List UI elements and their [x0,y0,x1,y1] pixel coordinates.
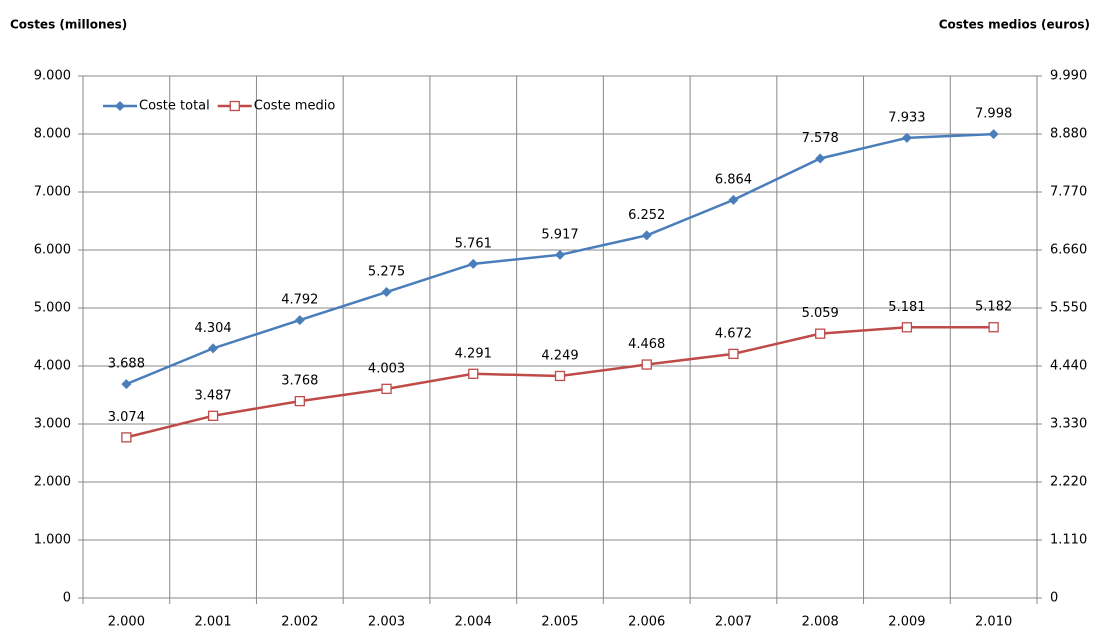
y-tick-label: 0 [63,591,71,606]
point [641,359,652,370]
point [208,343,219,354]
legend-label: Coste total [139,99,210,114]
point [901,132,912,143]
x-tick-label: 2.000 [108,615,145,630]
y-axis-title: Costes (millones) [10,18,127,32]
y2-tick-label: 2.220 [1050,475,1087,490]
point [555,249,565,260]
data-label: 5.275 [368,265,405,280]
x-tick-label: 2.001 [194,615,231,630]
data-label: 5.059 [802,306,839,321]
data-label: 4.304 [194,321,231,336]
y2-tick-label: 0 [1050,591,1058,606]
point [901,322,913,333]
y2-tick-label: 6.660 [1050,243,1087,258]
point [468,258,479,269]
point [294,315,305,326]
y2-tick-label: 4.440 [1050,359,1087,374]
x-tick-label: 2.002 [281,615,318,630]
point [728,194,739,205]
point [121,432,132,443]
point [641,230,652,241]
x-tick-label: 2.008 [802,615,839,630]
point [381,383,392,394]
point [468,368,479,379]
point [728,348,739,360]
y2-tick-label: 1.110 [1050,533,1087,548]
y2-tick-label: 5.550 [1050,301,1087,316]
y2-tick-label: 9.990 [1050,69,1087,84]
x-tick-label: 2.004 [455,615,492,630]
y-tick-label: 6.000 [34,243,71,258]
plot-frame [82,75,1038,599]
y2-tick-label: 8.880 [1050,127,1087,142]
point [988,322,999,333]
data-label: 6.864 [715,172,752,187]
point [207,410,219,421]
data-label: 4.792 [281,293,318,308]
y-tick-label: 5.000 [34,301,71,316]
y-tick-label: 8.000 [34,127,71,142]
y2-tick-label: 3.330 [1050,417,1087,432]
data-label: 4.249 [541,348,578,363]
point [815,153,826,164]
point [554,370,566,382]
data-label: 7.998 [975,107,1012,122]
x-tick-label: 2.009 [888,615,925,630]
data-label: 4.468 [628,337,665,352]
point [294,395,305,407]
x-tick-label: 2.005 [541,615,578,630]
data-label: 3.074 [108,410,145,425]
point [381,287,392,298]
y-tick-label: 1.000 [34,533,71,548]
data-label: 3.487 [194,388,231,403]
y-tick-label: 7.000 [34,185,71,200]
data-label: 3.768 [281,374,318,389]
data-label: 4.291 [455,346,492,361]
point [988,129,999,140]
x-tick-label: 2.010 [975,615,1012,630]
y-tick-label: 2.000 [34,475,71,490]
data-label: 5.181 [888,300,925,315]
point [815,328,826,339]
legend-label: Coste medio [254,99,336,114]
data-label: 7.933 [888,110,925,125]
data-label: 5.917 [541,227,578,242]
y-tick-label: 9.000 [34,69,71,84]
x-tick-label: 2.007 [715,615,752,630]
y-tick-label: 4.000 [34,359,71,374]
y-tick-label: 3.000 [34,417,71,432]
data-label: 4.003 [368,361,405,376]
data-label: 3.688 [108,357,145,372]
point [121,379,132,390]
data-label: 6.252 [628,208,665,223]
data-label: 5.182 [975,300,1012,315]
x-tick-label: 2.006 [628,615,665,630]
x-tick-label: 2.003 [368,615,405,630]
data-label: 5.761 [455,236,492,251]
legend-marker [229,100,240,112]
data-label: 4.672 [715,326,752,341]
y2-axis-title: Costes medios (euros) [939,18,1090,32]
data-label: 7.578 [802,131,839,146]
y2-tick-label: 7.770 [1050,185,1087,200]
legend-marker [115,101,125,111]
